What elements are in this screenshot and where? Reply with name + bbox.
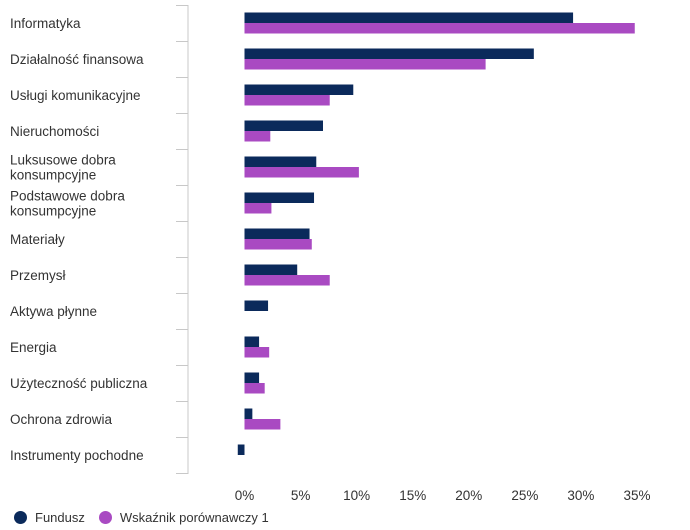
- bar-benchmark: [244, 167, 359, 178]
- bar-benchmark: [244, 131, 271, 142]
- x-tick-label: 10%: [343, 488, 370, 503]
- category-label: Podstawowe dobra: [10, 189, 125, 204]
- legend-swatch-benchmark: [98, 511, 112, 524]
- x-tick-labels: 0% 5% 10% 15% 20% 25% 30% 35%: [235, 488, 651, 503]
- legend: Fundusz Wskaźnik porównawczy 1: [14, 510, 283, 525]
- bar-benchmark: [244, 239, 312, 250]
- bar-benchmark: [244, 275, 330, 286]
- bar-fund: [244, 84, 354, 95]
- category-axis: [176, 5, 189, 474]
- category-label: Użyteczność publiczna: [10, 376, 148, 391]
- bar-benchmark: [244, 347, 270, 358]
- category-label: konsumpcyjne: [10, 204, 96, 219]
- bar-benchmark: [244, 203, 272, 214]
- bar-fund: [244, 408, 253, 419]
- bar-fund: [244, 192, 315, 203]
- bar-benchmark: [244, 23, 635, 34]
- bar-benchmark: [244, 95, 330, 106]
- legend-label-fund: Fundusz: [35, 510, 85, 525]
- x-tick-label: 20%: [455, 488, 482, 503]
- bar-fund: [244, 12, 574, 23]
- bar-fund: [244, 120, 323, 131]
- bar-fund: [244, 264, 298, 275]
- legend-swatch-fund: [14, 511, 27, 524]
- category-label: Usługi komunikacyjne: [10, 88, 141, 103]
- legend-label-benchmark: Wskaźnik porównawczy 1: [119, 510, 269, 525]
- bar-fund: [244, 228, 310, 239]
- bar-fund: [237, 444, 245, 455]
- bar-fund: [244, 372, 260, 383]
- category-label: Aktywa płynne: [10, 304, 97, 319]
- category-labels: Informatyka Działalność finansowa Usługi k…: [10, 16, 148, 463]
- category-label: Nieruchomości: [10, 124, 99, 139]
- x-tick-label: 35%: [623, 488, 650, 503]
- legend-item-fund: Fundusz: [14, 510, 85, 525]
- bar-benchmark: [244, 59, 486, 70]
- category-label: Przemysł: [10, 268, 66, 283]
- category-label: konsumpcyjne: [10, 168, 96, 183]
- x-tick-label: 30%: [567, 488, 594, 503]
- category-label: Działalność finansowa: [10, 52, 144, 67]
- x-tick-label: 0%: [235, 488, 255, 503]
- bar-benchmark: [244, 383, 265, 394]
- bar-benchmark: [244, 419, 281, 430]
- bar-fund: [244, 300, 269, 311]
- category-label: Ochrona zdrowia: [10, 412, 113, 427]
- category-label: Luksusowe dobra: [10, 153, 116, 168]
- x-tick-label: 25%: [511, 488, 538, 503]
- bar-fund: [244, 48, 534, 59]
- x-tick-label: 5%: [291, 488, 311, 503]
- bar-fund: [244, 156, 317, 167]
- category-label: Energia: [10, 340, 57, 355]
- category-label: Instrumenty pochodne: [10, 448, 144, 463]
- category-label: Materiały: [10, 232, 65, 247]
- bar-chart: Informatyka Działalność finansowa Usługi k…: [10, 5, 651, 503]
- category-label: Informatyka: [10, 16, 81, 31]
- legend-item-benchmark: Wskaźnik porównawczy 1: [98, 510, 269, 525]
- x-tick-label: 15%: [399, 488, 426, 503]
- bars: [237, 12, 635, 455]
- bar-fund: [244, 336, 260, 347]
